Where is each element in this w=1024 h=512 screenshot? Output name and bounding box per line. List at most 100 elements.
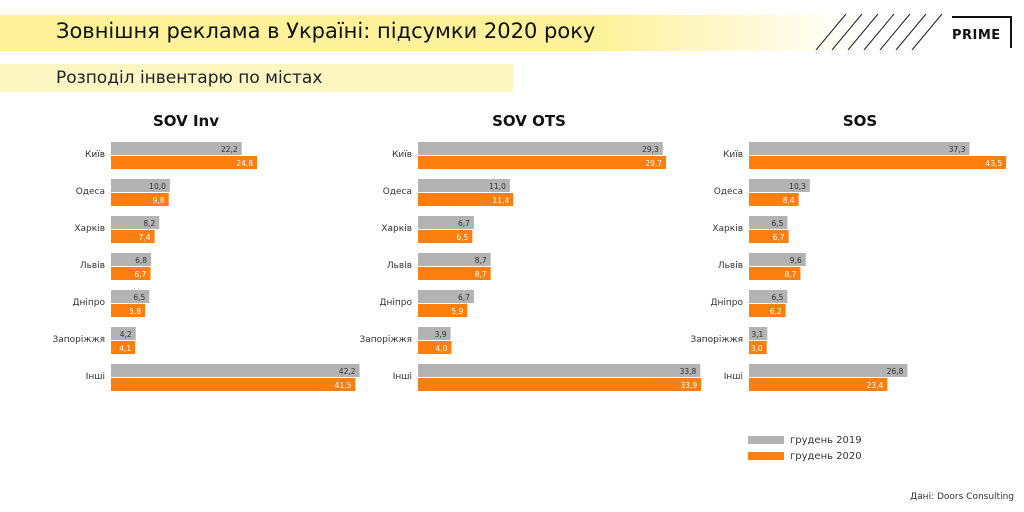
data-label: 22,2: [221, 145, 238, 154]
logo-frame: [952, 16, 1012, 48]
bar: [111, 304, 146, 317]
category-label: Львів: [80, 261, 105, 271]
data-label: 6,2: [770, 307, 782, 316]
category-label: Дніпро: [72, 298, 105, 308]
data-label: 24,8: [236, 159, 253, 168]
page-title: Зовнішня реклама в Україні: підсумки 202…: [56, 19, 596, 43]
data-label: 29,7: [645, 159, 662, 168]
bar: [418, 290, 474, 303]
bar: [749, 230, 789, 243]
bar: [111, 142, 242, 155]
data-label: 7,4: [139, 233, 151, 242]
category-label: Запоріжжя: [359, 335, 412, 345]
section-subtitle: Розподіл інвентарю по містах: [56, 68, 323, 88]
bar: [749, 193, 799, 206]
bar: [111, 216, 160, 229]
data-label: 4,1: [119, 344, 131, 353]
category-label: Київ: [392, 150, 412, 160]
bar: [749, 327, 768, 340]
data-label: 6,5: [771, 219, 783, 228]
legend-swatch-2019: [748, 436, 784, 444]
data-label: 6,5: [456, 233, 468, 242]
bar: [418, 341, 452, 354]
legend-swatch-2020: [748, 452, 784, 460]
source-note: Дані: Doors Consulting: [910, 492, 1014, 502]
category-label: Одеса: [714, 187, 743, 197]
bar: [749, 290, 788, 303]
bar: [749, 267, 801, 280]
category-label: Інші: [724, 372, 743, 382]
logo-text: PRIME: [952, 28, 1001, 43]
data-label: 42,2: [339, 367, 356, 376]
bar: [749, 216, 788, 229]
chart-title: SOS: [843, 112, 877, 130]
data-label: 43,5: [985, 159, 1002, 168]
bar: [418, 179, 510, 192]
data-label: 10,3: [789, 182, 806, 191]
chart-sov-ots: SOV OTS Київ 29,3 29,7 Одеса 11,0 11,4 Харків 6,…: [359, 112, 702, 391]
data-label: 11,4: [493, 196, 510, 205]
bar: [111, 290, 150, 303]
data-label: 3,9: [435, 330, 447, 339]
chart-title: SOV Inv: [153, 112, 219, 130]
legend-item-2019: грудень 2019: [748, 432, 862, 448]
data-label: 9,6: [790, 256, 802, 265]
category-label: Одеса: [383, 187, 412, 197]
chart-sos: SOS Київ 37,3 43,5 Одеса 10,3 8,4 Харків 6,5 6,7 Л…: [690, 112, 1007, 391]
bar: [111, 230, 155, 243]
data-label: 6,7: [773, 233, 785, 242]
bar: [111, 253, 152, 266]
data-label: 8,4: [783, 196, 795, 205]
legend-label-2019: грудень 2019: [790, 434, 862, 446]
data-label: 37,3: [949, 145, 966, 154]
bar: [111, 267, 151, 280]
bar: [418, 142, 663, 155]
subtitle-bar: [0, 64, 513, 92]
bar: [418, 193, 514, 206]
bar: [111, 179, 170, 192]
title-bar: [0, 15, 855, 51]
bar: [111, 364, 360, 377]
bar: [749, 156, 1007, 169]
category-label: Львів: [387, 261, 412, 271]
bar: [111, 378, 356, 391]
bar: [749, 253, 806, 266]
bar: [418, 304, 468, 317]
data-label: 6,5: [771, 293, 783, 302]
category-label: Київ: [723, 150, 743, 160]
data-label: 8,7: [475, 256, 487, 265]
bar: [418, 156, 667, 169]
category-label: Запоріжжя: [52, 335, 105, 345]
data-label: 8,7: [475, 270, 487, 279]
bar: [749, 378, 888, 391]
bar: [749, 304, 786, 317]
prime-logo: PRIME: [952, 16, 1016, 52]
category-label: Інші: [86, 372, 105, 382]
category-label: Одеса: [76, 187, 105, 197]
data-label: 6,5: [133, 293, 145, 302]
data-label: 33,8: [680, 367, 697, 376]
data-label: 11,0: [489, 182, 506, 191]
data-label: 6,8: [135, 256, 147, 265]
bar: [418, 327, 451, 340]
bar: [418, 267, 491, 280]
bar: [418, 364, 701, 377]
data-label: 6,7: [135, 270, 147, 279]
bar: [749, 341, 767, 354]
category-label: Львів: [718, 261, 743, 271]
data-label: 29,3: [642, 145, 659, 154]
data-label: 10,0: [149, 182, 166, 191]
data-label: 5,8: [129, 307, 141, 316]
category-label: Київ: [85, 150, 105, 160]
data-label: 4,0: [435, 344, 447, 353]
bar: [749, 179, 810, 192]
data-label: 4,2: [120, 330, 132, 339]
category-label: Харків: [712, 224, 743, 234]
category-label: Дніпро: [710, 298, 743, 308]
legend-label-2020: грудень 2020: [790, 450, 862, 462]
category-label: Харків: [74, 224, 105, 234]
data-label: 3,1: [751, 330, 763, 339]
chart-sov-inv: SOV Inv Київ 22,2 24,8 Одеса 10,0 9,8 Харків 8,2…: [52, 112, 360, 391]
bar: [111, 341, 136, 354]
